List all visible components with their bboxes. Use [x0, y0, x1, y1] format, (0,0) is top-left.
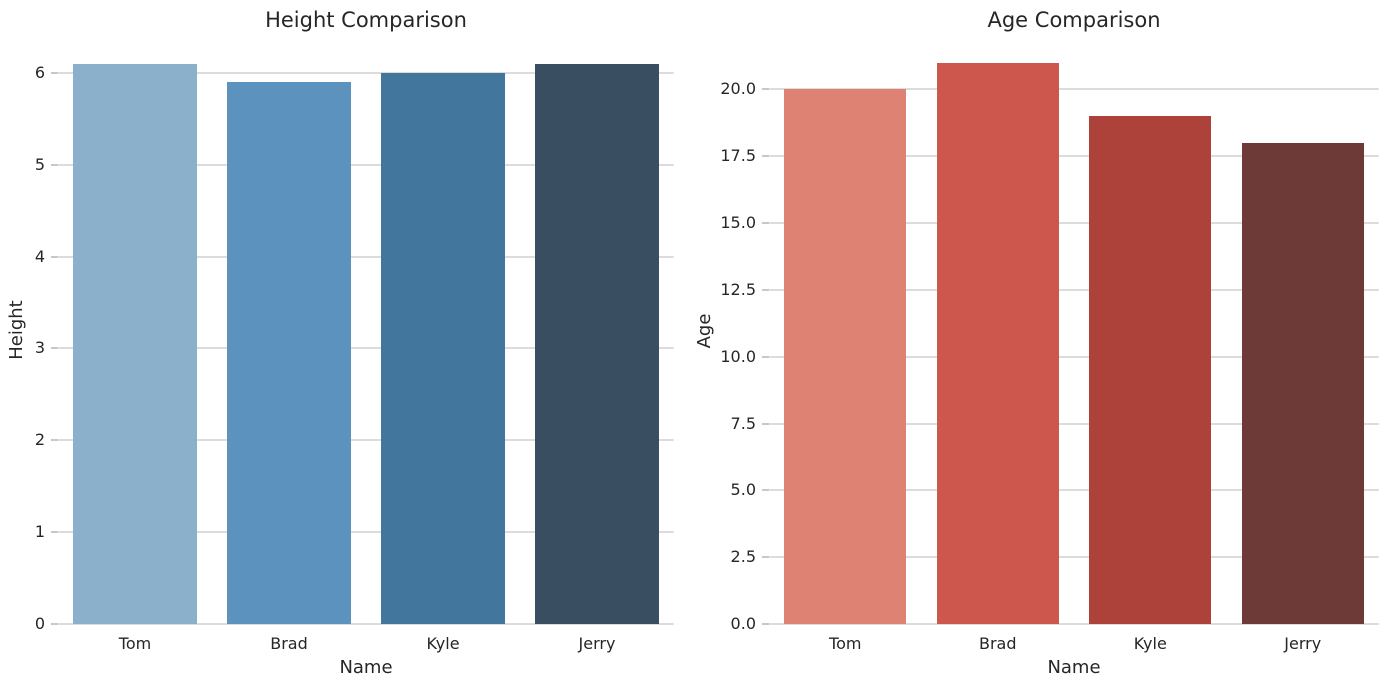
- y-tick-mark: [762, 88, 769, 91]
- y-tick-label: 2: [34, 430, 45, 450]
- y-gridline: [58, 163, 674, 166]
- y-gridline: [769, 556, 1379, 559]
- y-tick-mark: [51, 623, 58, 625]
- y-gridline: [769, 288, 1379, 291]
- y-gridline: [769, 623, 1379, 625]
- y-gridline: [769, 422, 1379, 425]
- height-chart-x-axis-label: Name: [339, 657, 393, 678]
- height-chart-title: Height Comparison: [265, 8, 467, 32]
- y-tick-label: 1: [34, 522, 45, 542]
- y-tick-mark: [762, 355, 769, 358]
- y-gridline: [769, 355, 1379, 358]
- y-tick-mark: [762, 489, 769, 492]
- y-tick-label: 7.5: [730, 413, 756, 433]
- y-gridline: [769, 222, 1379, 225]
- y-tick-mark: [762, 556, 769, 559]
- bar-brad: [936, 62, 1059, 624]
- x-tick-label: Kyle: [426, 634, 460, 653]
- y-tick-mark: [762, 222, 769, 225]
- age-chart-x-axis-label: Name: [1047, 657, 1101, 678]
- y-tick-label: 4: [34, 246, 45, 266]
- x-tick-label: Jerry: [578, 634, 616, 653]
- y-gridline: [58, 255, 674, 258]
- x-tick-label: Tom: [118, 634, 152, 653]
- y-tick-label: 6: [34, 62, 45, 82]
- bar-tom: [73, 63, 197, 624]
- x-tick-label: Tom: [829, 634, 862, 653]
- y-tick-label: 15.0: [720, 213, 756, 233]
- y-gridline: [58, 347, 674, 350]
- y-tick-label: 2.5: [730, 547, 756, 567]
- y-tick-mark: [51, 71, 58, 74]
- y-tick-mark: [762, 422, 769, 425]
- y-tick-label: 12.5: [720, 279, 756, 299]
- bar-tom: [784, 89, 907, 624]
- y-gridline: [58, 623, 674, 625]
- y-tick-label: 5.0: [730, 480, 756, 500]
- y-tick-mark: [762, 288, 769, 291]
- y-gridline: [58, 71, 674, 74]
- y-gridline: [58, 439, 674, 442]
- y-gridline: [769, 88, 1379, 91]
- y-tick-mark: [762, 623, 769, 625]
- age-chart-title: Age Comparison: [987, 8, 1161, 32]
- y-tick-mark: [51, 163, 58, 166]
- y-tick-mark: [51, 439, 58, 442]
- y-tick-label: 0.0: [730, 614, 756, 633]
- y-tick-label: 0: [34, 614, 45, 633]
- y-gridline: [769, 155, 1379, 158]
- height-chart-y-axis-label: Height: [6, 300, 27, 360]
- x-tick-label: Jerry: [1284, 634, 1322, 653]
- y-tick-label: 20.0: [720, 79, 756, 99]
- y-tick-label: 17.5: [720, 146, 756, 166]
- y-tick-label: 3: [34, 338, 45, 358]
- y-gridline: [58, 531, 674, 534]
- y-tick-mark: [51, 347, 58, 350]
- y-tick-label: 10.0: [720, 346, 756, 366]
- age-chart-y-axis-label: Age: [694, 313, 715, 349]
- bar-jerry: [535, 63, 659, 624]
- y-tick-mark: [51, 255, 58, 258]
- bar-kyle: [381, 72, 505, 624]
- x-tick-label: Brad: [270, 634, 308, 653]
- y-tick-label: 5: [34, 154, 45, 174]
- y-tick-mark: [762, 155, 769, 158]
- x-tick-label: Kyle: [1133, 634, 1167, 653]
- x-tick-label: Brad: [978, 634, 1017, 653]
- y-tick-mark: [51, 531, 58, 534]
- bar-brad: [227, 81, 351, 624]
- bar-kyle: [1089, 116, 1212, 624]
- y-gridline: [769, 489, 1379, 492]
- bar-jerry: [1241, 142, 1364, 624]
